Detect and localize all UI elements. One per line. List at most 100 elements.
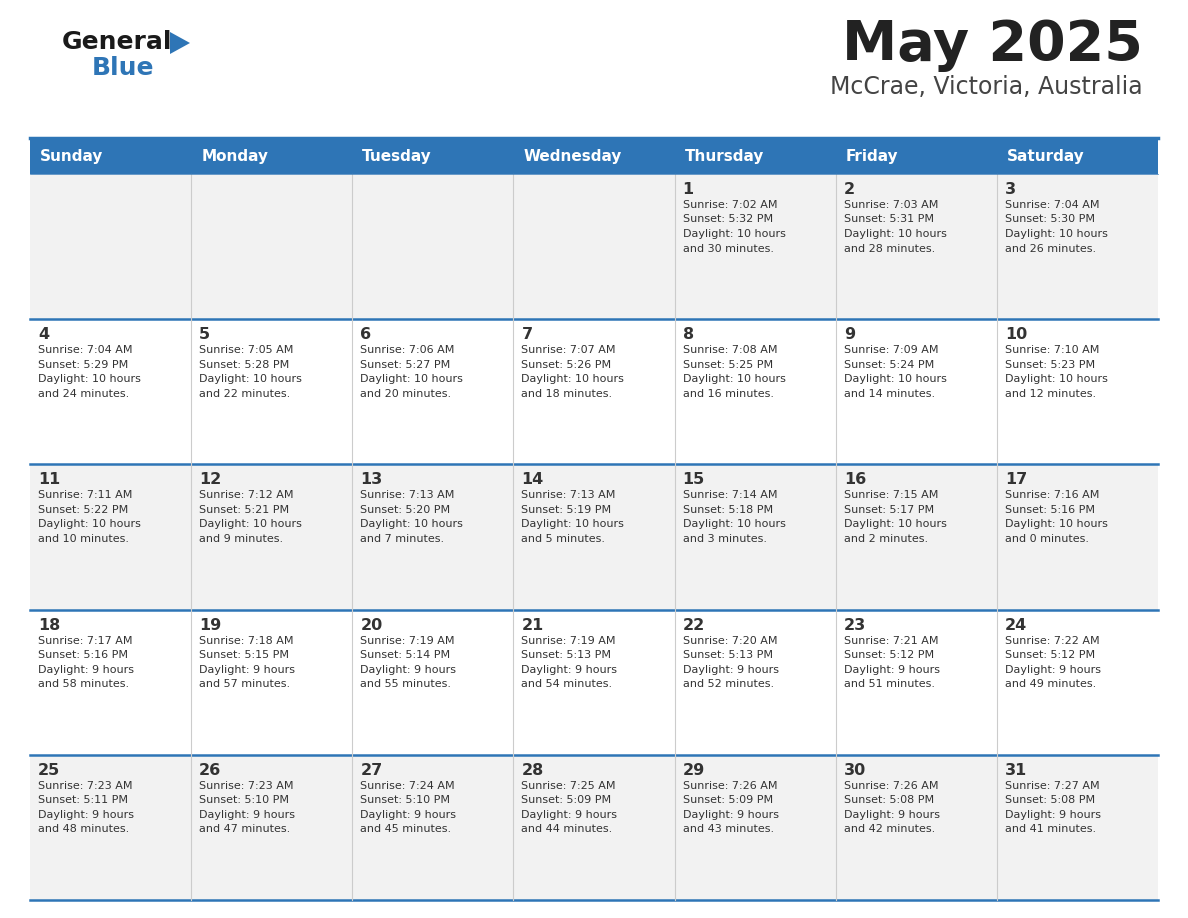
Text: 5: 5 <box>200 327 210 342</box>
Text: Sunrise: 7:23 AM: Sunrise: 7:23 AM <box>200 781 293 790</box>
Text: Daylight: 10 hours: Daylight: 10 hours <box>683 520 785 530</box>
Text: Sunrise: 7:25 AM: Sunrise: 7:25 AM <box>522 781 615 790</box>
Text: Blue: Blue <box>91 56 154 80</box>
Bar <box>835 610 997 755</box>
Text: Sunset: 5:12 PM: Sunset: 5:12 PM <box>1005 650 1095 660</box>
Text: 14: 14 <box>522 473 544 487</box>
Bar <box>353 610 513 755</box>
Bar <box>675 610 835 755</box>
Text: 26: 26 <box>200 763 221 778</box>
Text: Daylight: 10 hours: Daylight: 10 hours <box>38 520 141 530</box>
Text: Daylight: 10 hours: Daylight: 10 hours <box>1005 520 1107 530</box>
Text: and 44 minutes.: and 44 minutes. <box>522 824 613 834</box>
Text: and 5 minutes.: and 5 minutes. <box>522 534 606 543</box>
Text: Daylight: 10 hours: Daylight: 10 hours <box>522 375 625 385</box>
Bar <box>513 755 675 900</box>
Text: 2: 2 <box>843 182 855 197</box>
Polygon shape <box>170 32 190 54</box>
Text: Daylight: 9 hours: Daylight: 9 hours <box>683 665 778 675</box>
Bar <box>353 174 513 319</box>
Text: and 2 minutes.: and 2 minutes. <box>843 534 928 543</box>
Text: and 10 minutes.: and 10 minutes. <box>38 534 129 543</box>
Text: Sunrise: 7:15 AM: Sunrise: 7:15 AM <box>843 490 939 500</box>
Text: Sunset: 5:16 PM: Sunset: 5:16 PM <box>1005 505 1095 515</box>
Bar <box>675 465 835 610</box>
Text: Sunrise: 7:12 AM: Sunrise: 7:12 AM <box>200 490 293 500</box>
Text: Sunset: 5:16 PM: Sunset: 5:16 PM <box>38 650 128 660</box>
Text: 29: 29 <box>683 763 704 778</box>
Bar <box>675 755 835 900</box>
Text: 24: 24 <box>1005 618 1028 633</box>
Text: 11: 11 <box>38 473 61 487</box>
Text: and 28 minutes.: and 28 minutes. <box>843 243 935 253</box>
Text: Daylight: 9 hours: Daylight: 9 hours <box>200 665 295 675</box>
Text: and 55 minutes.: and 55 minutes. <box>360 679 451 689</box>
Bar <box>835 174 997 319</box>
Text: and 52 minutes.: and 52 minutes. <box>683 679 773 689</box>
Text: Sunrise: 7:05 AM: Sunrise: 7:05 AM <box>200 345 293 355</box>
Text: Sunset: 5:13 PM: Sunset: 5:13 PM <box>522 650 612 660</box>
Text: Sunset: 5:26 PM: Sunset: 5:26 PM <box>522 360 612 370</box>
Text: Tuesday: Tuesday <box>362 149 432 163</box>
Text: Daylight: 10 hours: Daylight: 10 hours <box>200 375 302 385</box>
Bar <box>997 755 1158 900</box>
Text: 10: 10 <box>1005 327 1028 342</box>
Text: 25: 25 <box>38 763 61 778</box>
Text: 8: 8 <box>683 327 694 342</box>
Text: and 14 minutes.: and 14 minutes. <box>843 388 935 398</box>
Text: 3: 3 <box>1005 182 1016 197</box>
Text: and 51 minutes.: and 51 minutes. <box>843 679 935 689</box>
Text: Sunset: 5:13 PM: Sunset: 5:13 PM <box>683 650 772 660</box>
Text: Daylight: 9 hours: Daylight: 9 hours <box>843 665 940 675</box>
Text: Monday: Monday <box>201 149 268 163</box>
Text: Sunset: 5:30 PM: Sunset: 5:30 PM <box>1005 215 1095 225</box>
Text: Daylight: 9 hours: Daylight: 9 hours <box>38 665 134 675</box>
Text: Sunset: 5:22 PM: Sunset: 5:22 PM <box>38 505 128 515</box>
Text: 7: 7 <box>522 327 532 342</box>
Text: Daylight: 9 hours: Daylight: 9 hours <box>200 810 295 820</box>
Text: Sunset: 5:21 PM: Sunset: 5:21 PM <box>200 505 289 515</box>
Bar <box>353 465 513 610</box>
Text: Sunrise: 7:24 AM: Sunrise: 7:24 AM <box>360 781 455 790</box>
Text: Sunrise: 7:21 AM: Sunrise: 7:21 AM <box>843 635 939 645</box>
Bar <box>191 319 353 465</box>
Text: and 43 minutes.: and 43 minutes. <box>683 824 773 834</box>
Bar <box>835 319 997 465</box>
Text: Sunrise: 7:07 AM: Sunrise: 7:07 AM <box>522 345 615 355</box>
Text: and 24 minutes.: and 24 minutes. <box>38 388 129 398</box>
Text: Daylight: 9 hours: Daylight: 9 hours <box>38 810 134 820</box>
Text: 4: 4 <box>38 327 49 342</box>
Text: 15: 15 <box>683 473 704 487</box>
Text: Daylight: 10 hours: Daylight: 10 hours <box>360 520 463 530</box>
Text: 16: 16 <box>843 473 866 487</box>
Text: Sunset: 5:20 PM: Sunset: 5:20 PM <box>360 505 450 515</box>
Text: Sunrise: 7:11 AM: Sunrise: 7:11 AM <box>38 490 132 500</box>
Text: Sunset: 5:24 PM: Sunset: 5:24 PM <box>843 360 934 370</box>
Text: and 0 minutes.: and 0 minutes. <box>1005 534 1089 543</box>
Text: Sunrise: 7:19 AM: Sunrise: 7:19 AM <box>360 635 455 645</box>
Text: Daylight: 9 hours: Daylight: 9 hours <box>1005 665 1101 675</box>
Bar <box>997 610 1158 755</box>
Text: Sunrise: 7:02 AM: Sunrise: 7:02 AM <box>683 200 777 210</box>
Text: Sunrise: 7:17 AM: Sunrise: 7:17 AM <box>38 635 133 645</box>
Text: Sunrise: 7:13 AM: Sunrise: 7:13 AM <box>522 490 615 500</box>
Bar <box>513 610 675 755</box>
Text: Sunrise: 7:10 AM: Sunrise: 7:10 AM <box>1005 345 1099 355</box>
Text: Sunset: 5:27 PM: Sunset: 5:27 PM <box>360 360 450 370</box>
Text: and 58 minutes.: and 58 minutes. <box>38 679 129 689</box>
Text: Daylight: 9 hours: Daylight: 9 hours <box>683 810 778 820</box>
Bar <box>353 319 513 465</box>
Text: 12: 12 <box>200 473 221 487</box>
Bar <box>835 465 997 610</box>
Bar <box>997 465 1158 610</box>
Text: Sunrise: 7:04 AM: Sunrise: 7:04 AM <box>38 345 133 355</box>
Text: Sunday: Sunday <box>40 149 103 163</box>
Text: Sunrise: 7:09 AM: Sunrise: 7:09 AM <box>843 345 939 355</box>
Text: 18: 18 <box>38 618 61 633</box>
Text: Sunset: 5:17 PM: Sunset: 5:17 PM <box>843 505 934 515</box>
Text: Daylight: 9 hours: Daylight: 9 hours <box>1005 810 1101 820</box>
Bar <box>513 465 675 610</box>
Bar <box>191 610 353 755</box>
Text: Saturday: Saturday <box>1007 149 1085 163</box>
Bar <box>835 755 997 900</box>
